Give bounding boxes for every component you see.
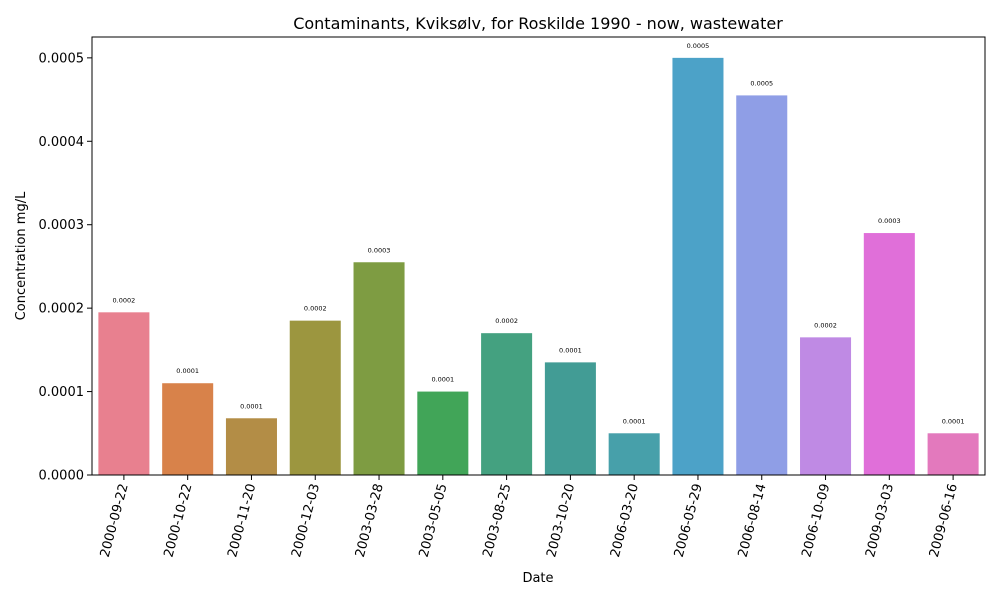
x-tick-label: 2000-12-03 [289, 482, 323, 559]
bars [98, 57, 979, 476]
x-tick-label: 2009-06-16 [927, 482, 961, 559]
bar-value-label: 0.0002 [495, 317, 518, 325]
x-tick-label: 2009-03-03 [863, 482, 897, 559]
bar [289, 320, 341, 475]
y-tick-label: 0.0001 [39, 385, 85, 400]
y-axis: 0.0000 0.0001 0.0002 0.0003 0.0004 0.0005 [39, 51, 92, 484]
bar-value-label: 0.0002 [304, 305, 327, 313]
x-tick-label: 2003-05-05 [417, 482, 451, 559]
bar-value-label: 0.0002 [814, 321, 837, 329]
chart-title: Contaminants, Kviksølv, for Roskilde 199… [293, 14, 783, 33]
bar [736, 95, 788, 476]
bar [863, 233, 915, 475]
x-axis: 2000-09-22 2000-10-22 2000-11-20 2000-12-03… [98, 475, 961, 559]
plot-frame [91, 36, 986, 476]
y-tick-label: 0.0005 [39, 51, 85, 66]
x-tick-label: 2000-10-22 [161, 482, 195, 559]
y-tick-label: 0.0004 [39, 135, 85, 150]
bar [98, 312, 150, 475]
bar [353, 262, 405, 475]
bar-value-label: 0.0003 [368, 246, 391, 254]
bar-value-label: 0.0005 [687, 42, 710, 50]
y-tick-label: 0.0002 [39, 302, 85, 317]
bar-value-label: 0.0002 [113, 296, 136, 304]
x-tick-label: 2003-10-20 [544, 482, 578, 559]
bar-value-label: 0.0005 [750, 79, 773, 87]
x-tick-label: 2006-10-09 [799, 482, 833, 559]
bar-value-label: 0.0001 [431, 376, 454, 384]
y-tick-label: 0.0003 [39, 218, 85, 233]
bar-value-label: 0.0001 [623, 417, 646, 425]
y-axis-label: Concentration mg/L [14, 191, 29, 320]
x-tick-label: 2000-11-20 [225, 482, 259, 559]
bar [481, 333, 533, 475]
bar [927, 433, 979, 475]
bar-labels: 0.0002 0.0001 0.0001 0.0002 0.0003 0.0001 0.00… [113, 42, 965, 425]
x-tick-label: 2006-03-20 [608, 482, 642, 559]
x-tick-label: 2003-08-25 [480, 482, 514, 559]
y-tick-label: 0.0000 [39, 469, 85, 484]
bar [608, 433, 660, 475]
x-tick-label: 2006-05-29 [672, 482, 706, 559]
bar [672, 57, 724, 475]
bar-value-label: 0.0001 [559, 346, 582, 354]
bar [225, 418, 277, 475]
bar [544, 362, 596, 475]
bar [800, 337, 852, 475]
bar-value-label: 0.0001 [240, 402, 263, 410]
x-tick-label: 2003-03-28 [353, 482, 387, 559]
bar-value-label: 0.0001 [176, 367, 199, 375]
bar-value-label: 0.0001 [942, 417, 965, 425]
bar [162, 383, 214, 475]
x-tick-label: 2006-08-14 [736, 482, 770, 559]
bar [417, 391, 469, 475]
x-tick-label: 2000-09-22 [98, 482, 132, 559]
bar-value-label: 0.0003 [878, 217, 901, 225]
x-axis-label: Date [522, 571, 553, 586]
